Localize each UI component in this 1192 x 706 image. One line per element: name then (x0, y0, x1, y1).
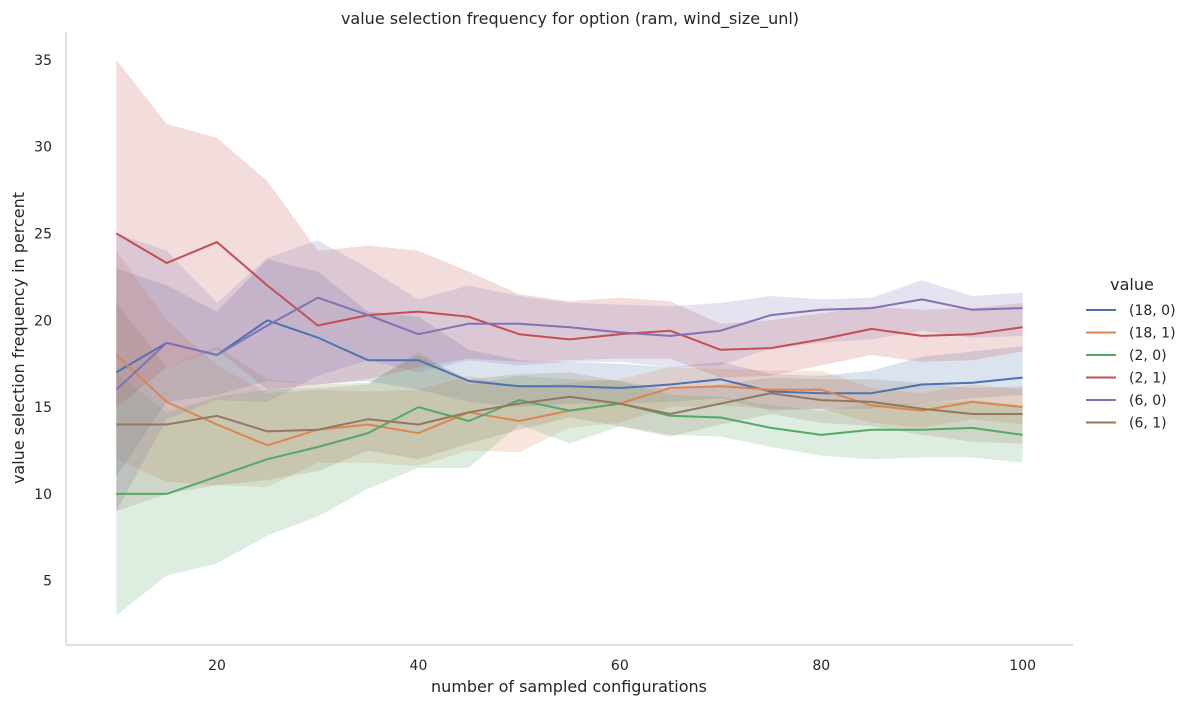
line-series-6-0 (115, 296, 1023, 391)
band-series-18-0 (116, 259, 1023, 477)
legend-label: (6, 0) (1129, 393, 1167, 409)
x-tick-label: 20 (208, 658, 226, 674)
y-tick-label: 20 (34, 313, 52, 329)
y-ticks: 5 10 15 20 25 30 35 (34, 53, 52, 590)
line-series-2-1 (115, 232, 1023, 351)
x-tick-label: 80 (812, 658, 830, 674)
x-tick-label: 100 (1009, 658, 1036, 674)
legend-title: value (1110, 275, 1154, 294)
x-tick-label: 60 (611, 658, 629, 674)
legend-label: (2, 1) (1129, 371, 1167, 387)
x-tick-label: 40 (410, 658, 428, 674)
chart-title: value selection frequency for option (ra… (341, 9, 799, 29)
y-tick-label: 5 (43, 574, 52, 590)
legend: value (18, 0) (18, 1) (2, 0) (2, 1) (6, 0) (6… (1086, 275, 1176, 432)
band-series-2-0 (116, 351, 1023, 616)
band-series-6-1 (116, 302, 1023, 512)
confidence-bands (116, 59, 1023, 616)
x-axis-label: number of sampled configurations (431, 677, 707, 696)
legend-label: (18, 0) (1129, 303, 1176, 319)
line-series-18-0 (115, 319, 1023, 395)
y-tick-label: 10 (34, 487, 52, 503)
line-series-2-0 (116, 399, 1023, 495)
y-tick-label: 35 (34, 53, 52, 69)
legend-label: (2, 0) (1129, 348, 1167, 364)
series-lines (115, 232, 1023, 495)
y-tick-label: 25 (34, 226, 52, 242)
legend-label: (18, 1) (1129, 326, 1176, 342)
legend-label: (6, 1) (1129, 416, 1167, 432)
line-series-6-1 (116, 392, 1023, 433)
y-axis-label: value selection frequency in percent (9, 192, 28, 484)
y-tick-label: 15 (34, 400, 52, 416)
band-series-6-0 (116, 233, 1023, 512)
x-ticks: 20 40 60 80 100 (208, 658, 1036, 674)
y-tick-label: 30 (34, 140, 52, 156)
